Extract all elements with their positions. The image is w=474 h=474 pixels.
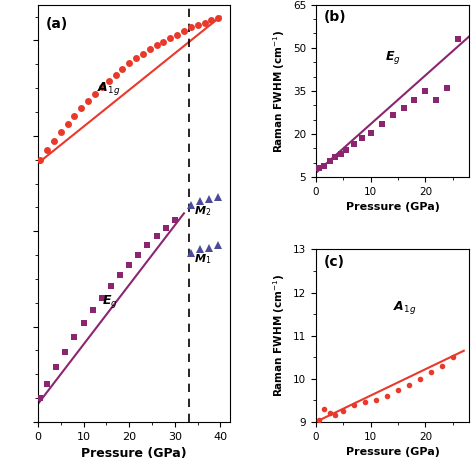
Y-axis label: Raman FWHM (cm$^{-1}$): Raman FWHM (cm$^{-1}$): [272, 29, 287, 153]
Text: E$_{g}$: E$_{g}$: [102, 293, 118, 310]
X-axis label: Pressure (GPa): Pressure (GPa): [346, 447, 439, 457]
Text: (a): (a): [46, 17, 68, 31]
Text: M$_{2}$: M$_{2}$: [194, 204, 211, 219]
Text: M$_{1}$: M$_{1}$: [194, 252, 211, 266]
X-axis label: Pressure (GPa): Pressure (GPa): [346, 202, 439, 212]
Text: (c): (c): [324, 255, 345, 269]
Y-axis label: Raman FWHM (cm$^{-1}$): Raman FWHM (cm$^{-1}$): [272, 274, 287, 398]
X-axis label: Pressure (GPa): Pressure (GPa): [81, 447, 187, 460]
Text: A$_{1g}$: A$_{1g}$: [392, 299, 416, 316]
Text: E$_{g}$: E$_{g}$: [385, 49, 401, 66]
Text: A$_{1g}$: A$_{1g}$: [97, 80, 121, 97]
Text: (b): (b): [324, 10, 346, 24]
